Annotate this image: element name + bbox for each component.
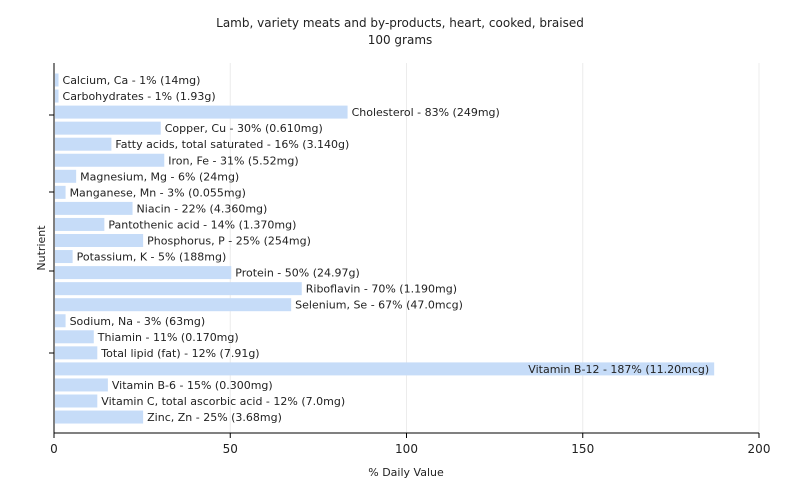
- bar: [55, 362, 715, 376]
- bar: [55, 73, 59, 87]
- bar: [55, 153, 165, 167]
- x-tick-label: 0: [50, 442, 58, 456]
- x-tick-label: 150: [571, 442, 594, 456]
- bar: [55, 394, 98, 408]
- bar: [55, 234, 144, 247]
- bar: [55, 314, 66, 328]
- x-tick-label: 100: [395, 442, 418, 456]
- bar-data-label: Vitamin B-6 - 15% (0.300mg): [112, 379, 273, 392]
- bar-data-label: Zinc, Zn - 25% (3.68mg): [147, 411, 282, 424]
- bar: [55, 121, 161, 135]
- bar-data-label: Protein - 50% (24.97g): [235, 267, 360, 280]
- bar-data-label: Niacin - 22% (4.360mg): [137, 202, 268, 215]
- bar: [55, 250, 73, 264]
- bar: [55, 410, 144, 424]
- bar: [55, 282, 302, 296]
- bar: [55, 169, 77, 183]
- bar-data-label: Copper, Cu - 30% (0.610mg): [165, 122, 323, 135]
- bar-data-label: Total lipid (fat) - 12% (7.91g): [100, 347, 259, 360]
- x-tick-label: 50: [223, 442, 238, 456]
- bar-data-label: Potassium, K - 5% (188mg): [77, 251, 227, 264]
- chart-title: Lamb, variety meats and by-products, hea…: [216, 16, 584, 30]
- bar: [55, 89, 59, 103]
- bar: [55, 137, 112, 151]
- bar-data-label: Selenium, Se - 67% (47.0mcg): [295, 299, 463, 312]
- bar-data-label: Cholesterol - 83% (249mg): [352, 106, 500, 119]
- bar: [55, 201, 133, 215]
- bar: [55, 346, 98, 360]
- bar-data-label: Manganese, Mn - 3% (0.055mg): [70, 186, 246, 199]
- bars: Calcium, Ca - 1% (14mg) Carbohydrates - 1…: [55, 73, 715, 424]
- y-axis-label: Nutrient: [35, 225, 48, 271]
- x-axis-label: % Daily Value: [368, 466, 444, 479]
- bar-data-label: Riboflavin - 70% (1.190mg): [306, 283, 457, 296]
- bar-data-label: Vitamin C, total ascorbic acid - 12% (7.…: [101, 395, 345, 408]
- bar: [55, 266, 232, 280]
- bar-data-label: Phosphorus, P - 25% (254mg): [147, 235, 311, 248]
- bar-data-label: Vitamin B-12 - 187% (11.20mcg): [528, 363, 709, 376]
- bar-data-label: Sodium, Na - 3% (63mg): [70, 315, 206, 328]
- bar-data-label: Pantothenic acid - 14% (1.370mg): [108, 218, 296, 231]
- bar-data-label: Magnesium, Mg - 6% (24mg): [80, 170, 239, 183]
- bar: [55, 298, 292, 312]
- bar: [55, 185, 66, 199]
- bar-data-label: Iron, Fe - 31% (5.52mg): [168, 154, 298, 167]
- bar: [55, 330, 94, 344]
- bar: [55, 378, 108, 392]
- bar-data-label: Carbohydrates - 1% (1.93g): [63, 90, 216, 103]
- bar-data-label: Calcium, Ca - 1% (14mg): [63, 74, 201, 87]
- axes: 0 50 100 150 200: [49, 63, 770, 456]
- bar: [55, 105, 348, 119]
- bar: [55, 217, 105, 231]
- bar-data-label: Fatty acids, total saturated - 16% (3.14…: [115, 138, 349, 151]
- x-tick-label: 200: [748, 442, 771, 456]
- bar-data-label: Thiamin - 11% (0.170mg): [97, 331, 239, 344]
- chart-subtitle: 100 grams: [368, 33, 433, 47]
